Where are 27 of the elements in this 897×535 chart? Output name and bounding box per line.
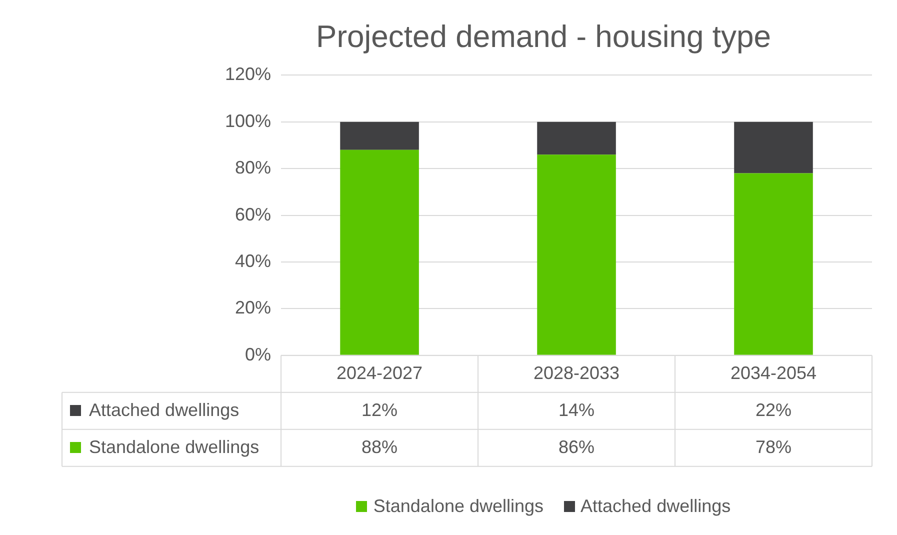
legend-label: Standalone dwellings <box>89 437 260 458</box>
x-tick-label: 2024-2027 <box>336 363 423 384</box>
x-tick-label: 2034-2054 <box>730 363 817 384</box>
bar <box>537 154 616 355</box>
text: Attached dwellings <box>580 496 731 516</box>
y-tick-label: 60% <box>235 204 272 224</box>
data-label: 78% <box>755 436 792 457</box>
x-tick-label: 2028-2033 <box>533 363 620 384</box>
data-label: 22% <box>755 400 792 420</box>
bar <box>734 173 813 355</box>
y-tick-label: 40% <box>235 250 272 271</box>
y-tick-label: 20% <box>235 298 272 318</box>
chart-title: Projected demand - housing type <box>316 19 771 54</box>
legend-label: Attached dwellings <box>89 400 240 422</box>
text: Standalone dwellings <box>373 496 544 516</box>
y-tick-label: 0% <box>245 344 272 364</box>
data-label: 88% <box>362 436 398 457</box>
bar <box>734 122 813 174</box>
data-label: 12% <box>362 400 398 420</box>
bar <box>537 122 616 155</box>
y-tick-label: 80% <box>235 158 272 178</box>
bar <box>340 150 419 355</box>
data-label: 86% <box>558 436 595 457</box>
y-tick-label: 100% <box>224 110 272 131</box>
bar <box>340 122 419 150</box>
data-label: 14% <box>558 400 595 420</box>
y-tick-label: 120% <box>224 64 272 84</box>
